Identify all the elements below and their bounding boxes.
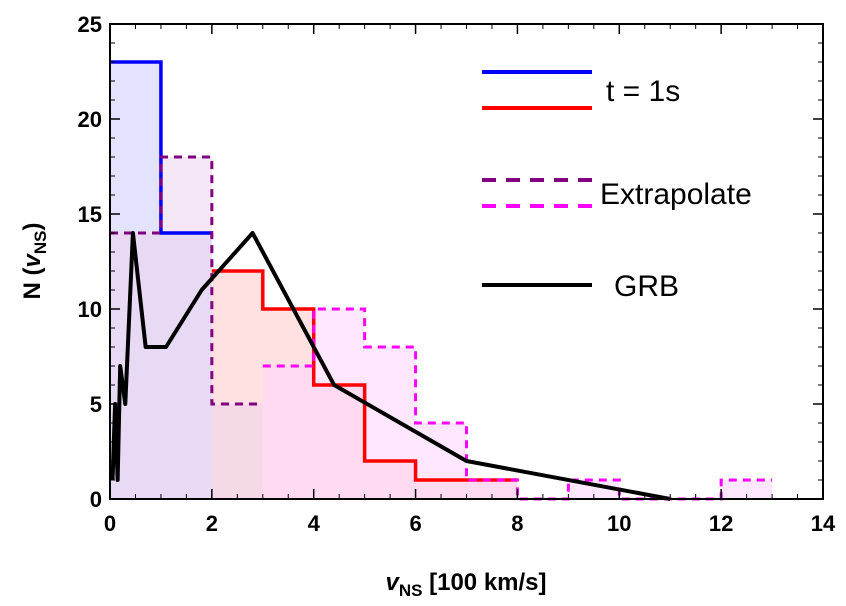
y-tick-label-15: 15: [78, 202, 102, 227]
y-axis-prefix: N (: [19, 267, 46, 299]
y-axis-symbol: v: [19, 252, 46, 267]
histogram-bin-3-4: [466, 480, 518, 499]
grb-line: [110, 231, 671, 501]
x-tick-label-0: 0: [104, 511, 116, 536]
y-axis-subscript: NS: [31, 231, 50, 255]
histogram-step-outline-1: [211, 269, 518, 482]
x-tick-label-2: 2: [206, 511, 218, 536]
x-axis-label: vNS [100 km/s]: [385, 569, 546, 600]
x-tick-label-12: 12: [709, 511, 733, 536]
y-tick-label-25: 25: [78, 12, 102, 37]
x-tick-label-6: 6: [409, 511, 421, 536]
y-tick-label-10: 10: [78, 297, 102, 322]
histogram-bin-2-2: [211, 404, 263, 499]
y-axis-label: N (vNS): [19, 223, 50, 300]
legend-label-t1s: t = 1s: [606, 75, 680, 108]
x-axis-subscript: NS: [399, 581, 423, 600]
y-tick-label-5: 5: [90, 392, 102, 417]
x-tick-label-4: 4: [308, 511, 321, 536]
histogram-bin-3-6: [568, 480, 620, 499]
histogram-bin-3-0: [262, 366, 314, 499]
x-tick-label-14: 14: [811, 511, 836, 536]
x-axis-symbol: v: [385, 569, 400, 596]
x-axis-unit: [100 km/s]: [422, 569, 546, 596]
y-tick-label-0: 0: [90, 487, 102, 512]
y-tick-label-20: 20: [78, 107, 102, 132]
legend-label-grb: GRB: [614, 270, 679, 303]
legend-label-extrapolate: Extrapolate: [600, 178, 752, 211]
histogram-bin-3-2: [364, 347, 416, 499]
histogram-step-outline-2: [110, 155, 263, 406]
histogram-bin-3-1: [313, 309, 365, 499]
x-tick-label-8: 8: [511, 511, 523, 536]
histogram-step-outline-0: [110, 60, 212, 235]
histogram-bin-3-9: [721, 480, 773, 499]
y-axis-suffix: ): [19, 223, 46, 231]
grb-series: [110, 231, 671, 501]
legend: t = 1s Extrapolate GRB: [482, 70, 752, 303]
axis-ticks: [109, 23, 824, 500]
x-tick-label-10: 10: [607, 511, 631, 536]
histogram-bin-2-1: [160, 157, 212, 499]
x-tick-labels: 0 2 4 6 8 10 12 14: [104, 511, 836, 536]
y-tick-labels: 0 5 10 15 20 25: [78, 12, 102, 512]
